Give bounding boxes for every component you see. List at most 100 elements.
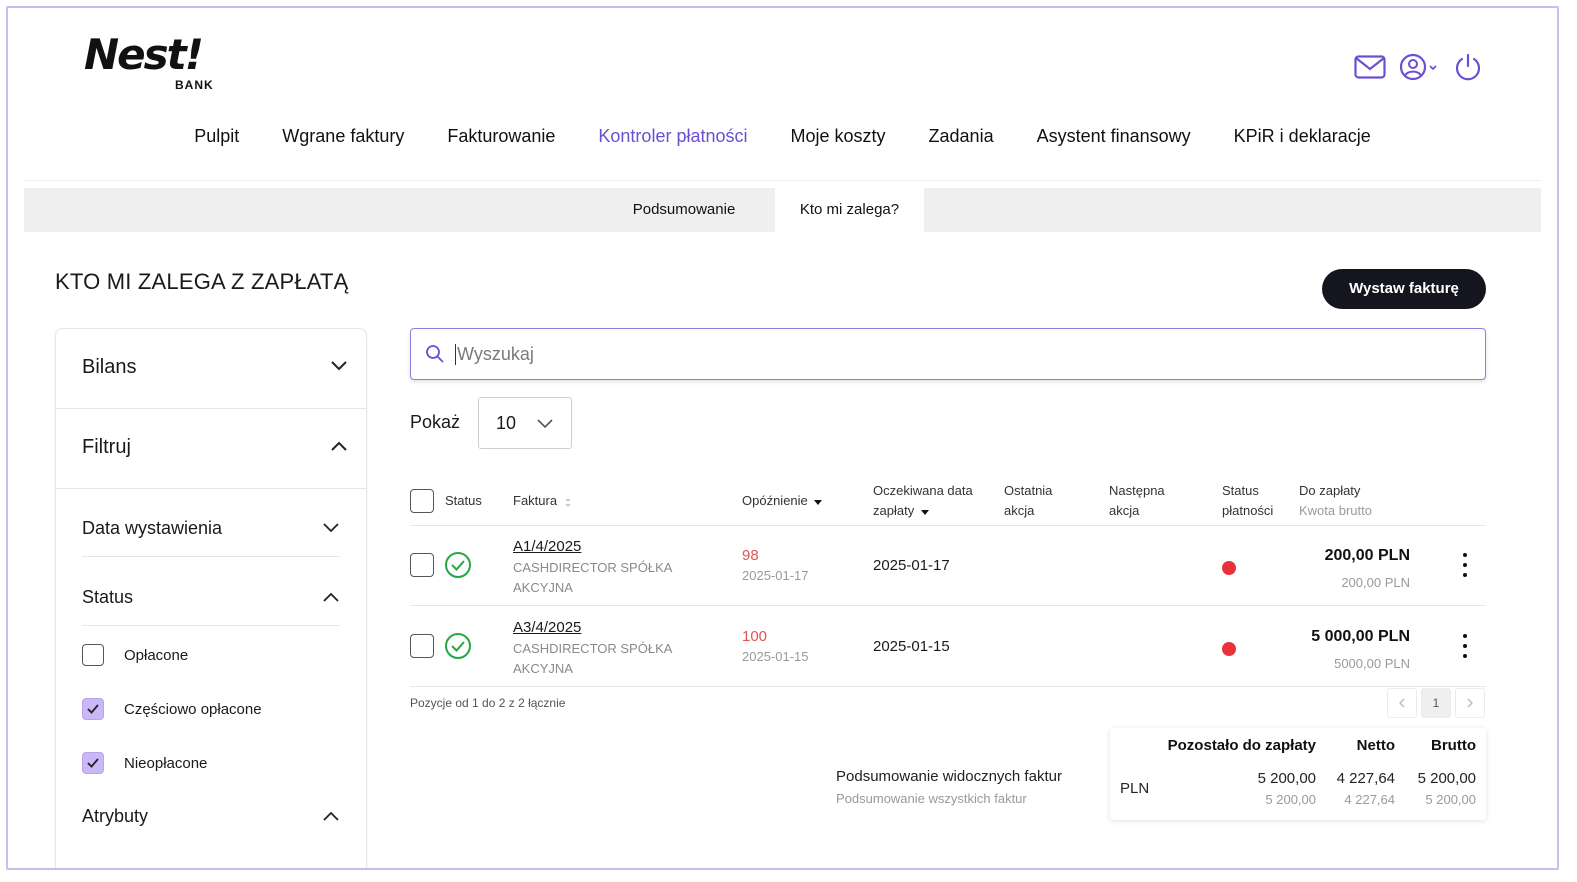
status-option-label: Częściowo opłacone: [124, 700, 262, 718]
delay-days: 98: [742, 547, 759, 564]
table-row[interactable]: A3/4/2025 CASHDIRECTOR SPÓŁKA AKCYJNA 10…: [410, 606, 1486, 687]
summary-header-remaining: Pozostało do zapłaty: [1167, 737, 1316, 754]
summary-header-gross: Brutto: [1431, 737, 1476, 754]
page-size-select[interactable]: 10: [478, 397, 572, 449]
logo-subtext: BANK: [175, 78, 214, 92]
nav-asystent-finansowy[interactable]: Asystent finansowy: [1036, 126, 1191, 146]
issue-invoice-button[interactable]: Wystaw fakturę: [1322, 269, 1486, 309]
chevron-down-icon[interactable]: [330, 359, 348, 377]
summary-currency: PLN: [1120, 780, 1150, 797]
issue-date-label: Data wystawienia: [82, 518, 223, 538]
filter-sidebar: Bilans Filtruj Data wystawienia Status: [55, 328, 367, 868]
pagination-info: Pozycje od 1 do 2 z 2 łącznie: [410, 696, 566, 710]
sort-desc-icon[interactable]: [920, 507, 930, 517]
summary-all-label: Podsumowanie wszystkich faktur: [836, 791, 1027, 806]
tab-podsumowanie[interactable]: Podsumowanie: [632, 201, 736, 218]
prev-page-button[interactable]: [1387, 688, 1417, 718]
search-input[interactable]: Wyszukaj: [410, 328, 1486, 380]
table-header: Status Faktura Opóźnienie Oczekiwana dat…: [410, 474, 1486, 526]
chevron-down-icon[interactable]: [322, 521, 340, 539]
sort-desc-icon[interactable]: [813, 497, 823, 507]
chevron-up-icon[interactable]: [322, 590, 340, 608]
balance-section[interactable]: Bilans: [56, 329, 366, 409]
sub-navigation: Podsumowanie Kto mi zalega?: [24, 188, 1541, 232]
status-option-unpaid[interactable]: Nieopłacone: [82, 750, 207, 776]
more-actions-icon[interactable]: [1460, 553, 1470, 577]
nav-moje-koszty[interactable]: Moje koszty: [790, 126, 886, 146]
page-title: KTO MI ZALEGA Z ZAPŁATĄ: [55, 269, 349, 294]
chevron-up-icon[interactable]: [330, 439, 348, 457]
mail-icon[interactable]: [1353, 50, 1387, 84]
header-delay[interactable]: Opóźnienie: [742, 491, 823, 511]
show-label: Pokaż: [410, 412, 461, 432]
status-option-paid[interactable]: Opłacone: [82, 642, 188, 668]
chevron-up-icon[interactable]: [322, 809, 340, 827]
invoice-link[interactable]: A3/4/2025: [513, 619, 582, 636]
status-option-partially-paid[interactable]: Częściowo opłacone: [82, 696, 262, 722]
nav-kontroler-platnosci[interactable]: Kontroler płatności: [598, 126, 748, 146]
table-row[interactable]: A1/4/2025 CASHDIRECTOR SPÓŁKA AKCYJNA 98…: [410, 525, 1486, 606]
status-label: Status: [82, 587, 134, 607]
summary-visible-net: 4 227,64: [1336, 770, 1395, 787]
nav-fakturowanie[interactable]: Fakturowanie: [447, 126, 556, 146]
client-line1: CASHDIRECTOR SPÓŁKA: [513, 641, 673, 656]
next-page-button[interactable]: [1455, 688, 1485, 718]
select-all-checkbox[interactable]: [410, 489, 434, 513]
summary-visible-label: Podsumowanie widocznych faktur: [836, 768, 1062, 785]
client-line2: AKCYJNA: [513, 580, 573, 595]
summary-header-net: Netto: [1356, 737, 1395, 754]
summary-visible-gross: 5 200,00: [1417, 770, 1476, 787]
header-delay-label: Opóźnienie: [742, 493, 808, 508]
attributes-filter[interactable]: Atrybuty: [82, 806, 340, 827]
header-pay-line1: Status: [1222, 483, 1259, 498]
balance-label: Bilans: [82, 356, 137, 378]
nav-pulpit[interactable]: Pulpit: [194, 126, 240, 146]
sort-icon[interactable]: [563, 495, 573, 509]
header-last-line2: akcja: [1004, 503, 1035, 518]
header-pay-line2: płatności: [1222, 503, 1274, 518]
nav-wgrane-faktury[interactable]: Wgrane faktury: [282, 126, 405, 146]
pagination: 1: [1387, 688, 1485, 718]
amount-due: 200,00 PLN: [1324, 547, 1410, 564]
nav-kpir-deklaracje[interactable]: KPiR i deklaracje: [1233, 126, 1371, 146]
amount-gross: 5000,00 PLN: [1334, 656, 1410, 671]
user-account-icon[interactable]: [1399, 50, 1439, 84]
nav-zadania[interactable]: Zadania: [928, 126, 994, 146]
row-checkbox[interactable]: [410, 634, 434, 658]
row-checkbox[interactable]: [410, 553, 434, 577]
more-actions-icon[interactable]: [1460, 634, 1470, 658]
search-placeholder: Wyszukaj: [455, 343, 534, 365]
header-last-action: Ostatnia akcja: [1004, 481, 1052, 521]
header-payment-status: Status płatności: [1222, 481, 1273, 521]
filter-label: Filtruj: [82, 436, 131, 458]
chevron-right-icon: [1467, 698, 1473, 708]
search-icon: [425, 344, 445, 364]
header-due-line1: Do zapłaty: [1299, 483, 1361, 498]
client-line1: CASHDIRECTOR SPÓŁKA: [513, 560, 673, 575]
filter-section[interactable]: Filtruj: [56, 409, 366, 489]
header-invoice-label: Faktura: [513, 493, 558, 508]
status-option-label: Nieopłacone: [124, 754, 208, 772]
issue-date-filter[interactable]: Data wystawienia: [82, 507, 340, 557]
page-size-value: 10: [496, 412, 517, 433]
client-name: CASHDIRECTOR SPÓŁKA AKCYJNA: [513, 639, 703, 679]
chevron-left-icon: [1399, 698, 1405, 708]
amount-gross: 200,00 PLN: [1341, 575, 1410, 590]
invoice-link[interactable]: A1/4/2025: [513, 538, 582, 555]
status-filter[interactable]: Status: [82, 576, 340, 626]
attributes-label: Atrybuty: [82, 806, 149, 826]
checkbox-checked[interactable]: [82, 752, 104, 774]
summary-all-remaining: 5 200,00: [1265, 792, 1316, 807]
payment-status-dot: [1222, 561, 1236, 575]
nest-bank-logo[interactable]: Nest! BANK: [84, 34, 213, 93]
checkbox-checked[interactable]: [82, 698, 104, 720]
header-expected-date[interactable]: Oczekiwana data zapłaty: [873, 481, 973, 521]
power-icon[interactable]: [1451, 50, 1485, 84]
header-status: Status: [445, 493, 482, 508]
header-invoice[interactable]: Faktura: [513, 491, 573, 511]
header-next-action: Następna akcja: [1109, 481, 1165, 521]
checkbox[interactable]: [82, 644, 104, 666]
tab-kto-mi-zalega[interactable]: Kto mi zalega?: [775, 188, 924, 232]
page-button-current[interactable]: 1: [1421, 688, 1451, 718]
summary-visible-remaining: 5 200,00: [1257, 770, 1316, 787]
